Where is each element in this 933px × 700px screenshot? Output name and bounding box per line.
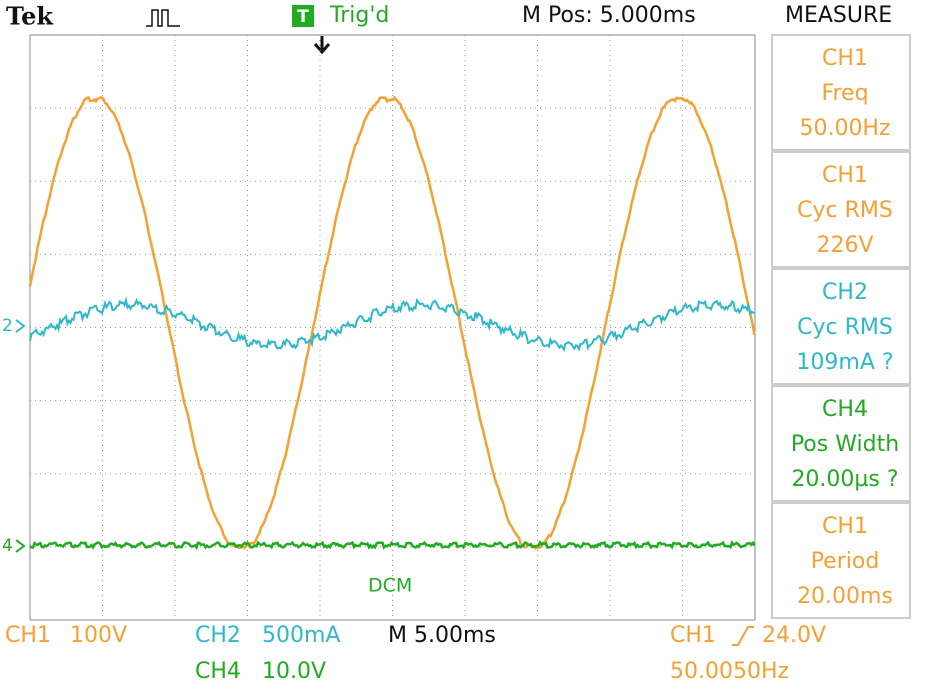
ch1-scale: 100V	[70, 623, 127, 648]
trigger-position-arrow	[313, 36, 331, 55]
ch2-label: CH2	[195, 623, 241, 648]
time-position: M Pos: 5.000ms	[522, 3, 696, 28]
measure-box	[771, 268, 911, 385]
ch2-marker: 2	[2, 316, 13, 336]
ch4-label: CH4	[195, 659, 241, 684]
measure-line: CH4	[822, 397, 868, 422]
ch2-marker-arrow	[15, 319, 26, 333]
trigger-icon-box	[292, 5, 314, 27]
graticule	[29, 34, 756, 621]
ch4-trace	[29, 539, 756, 551]
trigger-level: 24.0V	[762, 623, 826, 648]
waveforms	[28, 95, 756, 551]
measure-line: 226V	[816, 233, 873, 258]
measure-line: CH1	[822, 514, 868, 539]
measure-line: CH1	[822, 163, 868, 188]
measure-line: Freq	[821, 81, 868, 106]
measure-line: Period	[811, 549, 880, 574]
measure-box	[771, 502, 911, 619]
trigger-icon: T	[297, 7, 309, 27]
measure-panel: CH1 Freq 50.00Hz CH1 Cyc RMS 226V CH2 Cyc RMS 10…	[771, 34, 911, 619]
acquisition-icon	[146, 9, 180, 27]
graticule-border	[29, 34, 756, 621]
trigger-source: CH1	[670, 623, 716, 648]
measure-line: 20.00µs ?	[791, 467, 898, 492]
measure-line: Cyc RMS	[797, 198, 893, 223]
brand: Tek	[6, 2, 54, 31]
measure-line: CH2	[822, 280, 868, 305]
annotation: DCM	[368, 575, 412, 597]
measure-line: 109mA ?	[796, 350, 893, 375]
ch1-trace	[28, 95, 756, 550]
ch4-scale: 10.0V	[262, 659, 326, 684]
trigger-slope-icon	[732, 626, 754, 646]
measure-line: Pos Width	[791, 432, 899, 457]
trigger-status: Trig'd	[329, 3, 389, 28]
measure-box	[771, 385, 911, 502]
measure-line: 20.00ms	[797, 584, 893, 609]
ch4-marker-arrow	[15, 539, 26, 553]
measure-box	[771, 151, 911, 268]
measure-line: 50.00Hz	[799, 116, 890, 141]
timebase: M 5.00ms	[388, 623, 496, 648]
measure-box	[771, 34, 911, 151]
ch2-scale: 500mA	[262, 623, 340, 648]
measure-line: CH1	[822, 46, 868, 71]
measure-title: MEASURE	[785, 3, 892, 28]
measure-line: Cyc RMS	[797, 315, 893, 340]
ch4-marker: 4	[2, 536, 13, 556]
trigger-frequency: 50.0050Hz	[670, 659, 789, 684]
ch2-trace	[29, 296, 756, 353]
ch1-label: CH1	[5, 623, 51, 648]
